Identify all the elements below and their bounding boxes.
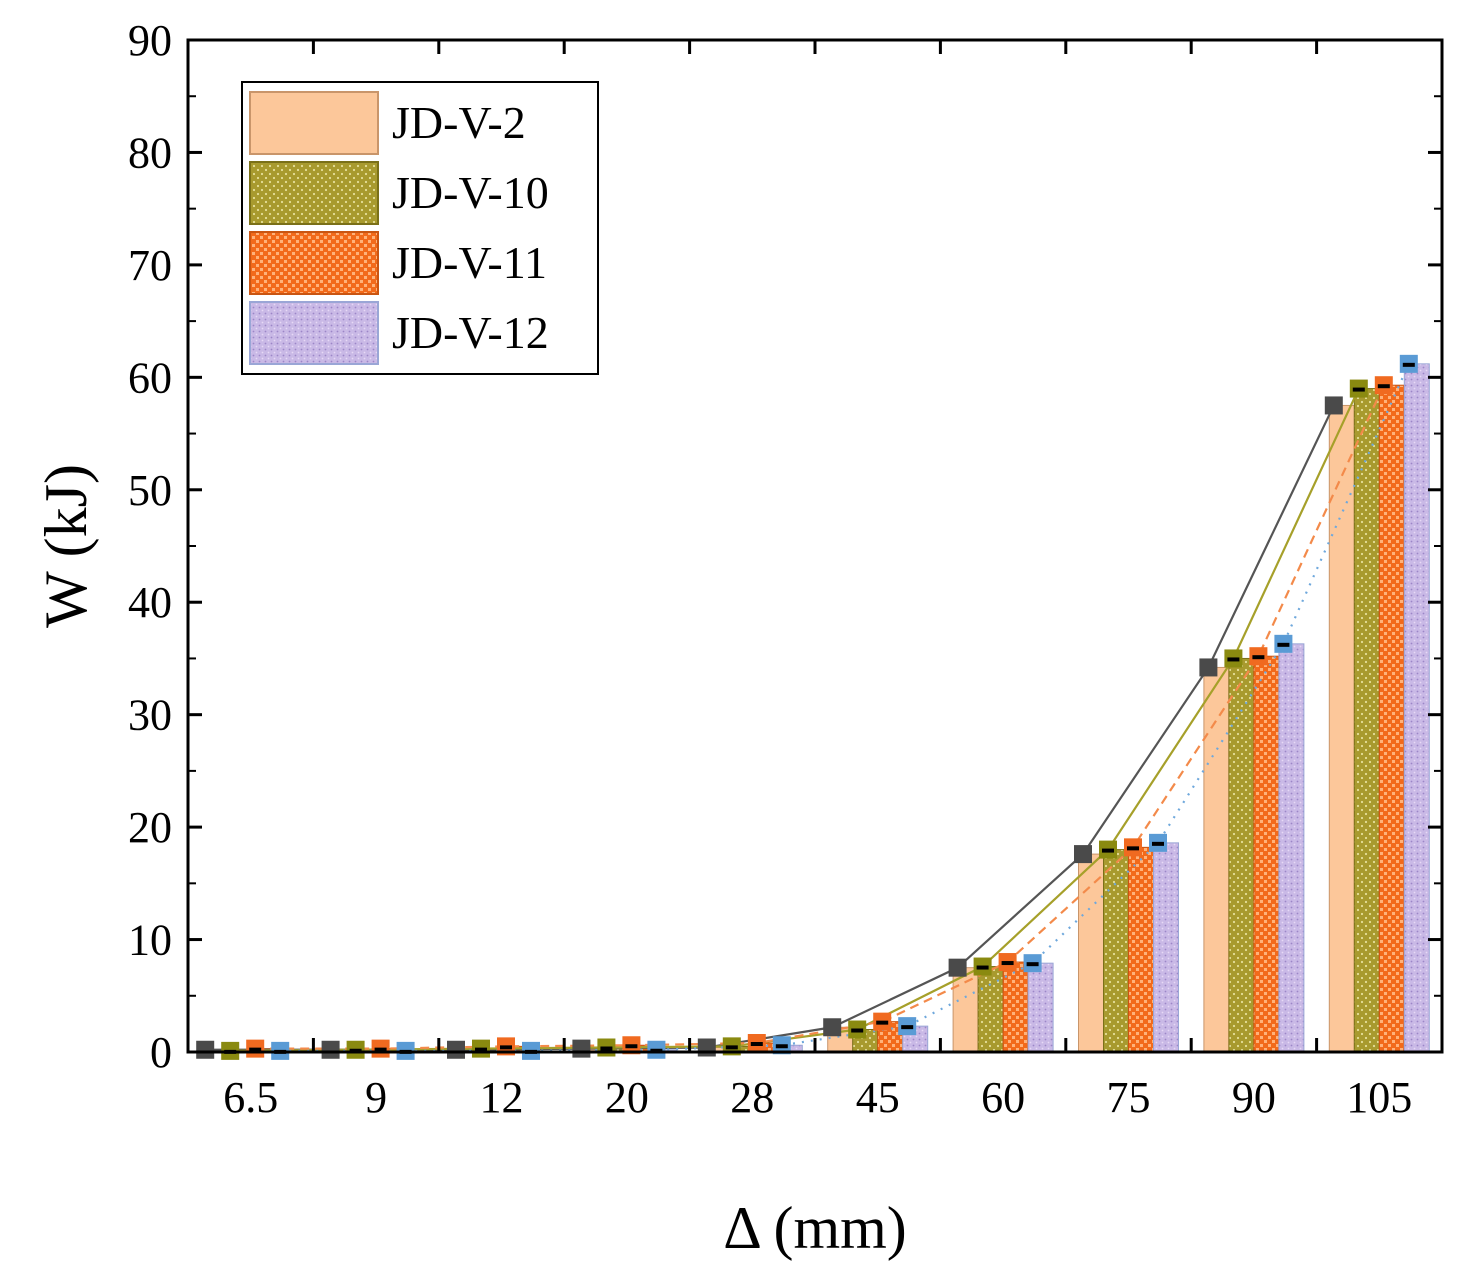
bar-jd-v-2-75 bbox=[1078, 853, 1104, 1053]
y-tick-label: 70 bbox=[128, 241, 172, 290]
bar-jd-v-10-105 bbox=[1353, 388, 1380, 1053]
error-cap-jd-v-12-60 bbox=[1026, 962, 1039, 967]
bar-jd-v-12-90 bbox=[1278, 643, 1305, 1053]
x-tick-label: 105 bbox=[1346, 1073, 1412, 1122]
bar-jd-v-11-60 bbox=[1002, 961, 1029, 1053]
error-cap-jd-v-11-60 bbox=[1001, 961, 1014, 966]
legend-label-jd-v-11: JD-V-11 bbox=[392, 237, 547, 288]
marker-jd-v-2-105 bbox=[1324, 396, 1343, 415]
legend-label-jd-v-12: JD-V-12 bbox=[392, 307, 549, 358]
error-cap-jd-v-10-20 bbox=[600, 1046, 613, 1051]
bar-jd-v-12-105 bbox=[1403, 363, 1430, 1053]
error-cap-jd-v-12-105 bbox=[1402, 362, 1415, 367]
error-cap-jd-v-12-75 bbox=[1152, 841, 1164, 846]
y-tick-label: 20 bbox=[128, 803, 172, 852]
bar-jd-v-11-90 bbox=[1253, 655, 1280, 1053]
error-cap-jd-v-10-12 bbox=[475, 1047, 487, 1052]
legend-label-jd-v-10: JD-V-10 bbox=[392, 167, 549, 218]
bar-jd-v-12-75 bbox=[1153, 842, 1179, 1053]
error-cap-jd-v-11-28 bbox=[750, 1042, 763, 1047]
marker-jd-v-2-20 bbox=[572, 1039, 591, 1058]
marker-jd-v-2-9 bbox=[321, 1040, 340, 1059]
error-cap-jd-v-11-6.5 bbox=[249, 1047, 262, 1052]
marker-jd-v-2-75 bbox=[1074, 845, 1092, 864]
x-tick-label: 6.5 bbox=[223, 1073, 278, 1122]
x-tick-label: 45 bbox=[856, 1073, 900, 1122]
x-tick-label: 90 bbox=[1232, 1073, 1276, 1122]
bar-jd-v-12-60 bbox=[1027, 962, 1054, 1053]
bar-jd-v-11-105 bbox=[1378, 384, 1405, 1053]
bar-jd-v-10-75 bbox=[1103, 849, 1129, 1053]
x-tick-label: 60 bbox=[981, 1073, 1025, 1122]
x-tick-label: 9 bbox=[365, 1073, 387, 1122]
marker-jd-v-2-60 bbox=[948, 958, 967, 977]
line-jd-v-11 bbox=[255, 384, 1385, 1050]
legend-swatch-jd-v-11 bbox=[249, 231, 379, 295]
error-cap-jd-v-11-45 bbox=[876, 1020, 889, 1025]
line-jd-v-10 bbox=[230, 388, 1360, 1052]
x-tick-label: 28 bbox=[730, 1073, 774, 1122]
legend-swatch-jd-v-2 bbox=[249, 91, 379, 155]
error-cap-jd-v-10-90 bbox=[1227, 657, 1240, 662]
bar-jd-v-2-105 bbox=[1328, 404, 1355, 1053]
marker-jd-v-2-45 bbox=[823, 1018, 842, 1037]
error-cap-jd-v-10-28 bbox=[725, 1045, 738, 1050]
error-cap-jd-v-12-90 bbox=[1277, 642, 1290, 647]
y-tick-label: 80 bbox=[128, 128, 172, 177]
marker-jd-v-2-90 bbox=[1199, 658, 1218, 677]
error-cap-jd-v-10-45 bbox=[851, 1028, 864, 1033]
marker-jd-v-2-6.5 bbox=[196, 1040, 215, 1059]
legend-label-jd-v-2: JD-V-2 bbox=[392, 97, 526, 148]
x-tick-label: 75 bbox=[1107, 1073, 1151, 1122]
x-tick-label: 12 bbox=[480, 1073, 524, 1122]
bar-jd-v-2-90 bbox=[1203, 666, 1230, 1053]
bar-jd-v-10-60 bbox=[977, 966, 1004, 1053]
error-cap-jd-v-11-20 bbox=[625, 1044, 638, 1049]
error-cap-jd-v-10-60 bbox=[976, 965, 989, 970]
y-tick-label: 0 bbox=[150, 1028, 172, 1077]
y-tick-label: 10 bbox=[128, 916, 172, 965]
error-cap-jd-v-11-75 bbox=[1127, 846, 1139, 851]
y-tick-label: 90 bbox=[128, 16, 172, 65]
y-tick-label: 40 bbox=[128, 578, 172, 627]
error-cap-jd-v-12-45 bbox=[901, 1025, 914, 1030]
y-tick-label: 60 bbox=[128, 353, 172, 402]
error-cap-jd-v-12-28 bbox=[775, 1044, 788, 1049]
x-tick-label: 20 bbox=[605, 1073, 649, 1122]
error-cap-jd-v-10-75 bbox=[1102, 848, 1114, 853]
x-axis-title: Δ (mm) bbox=[723, 1195, 907, 1261]
bar-jd-v-10-90 bbox=[1228, 657, 1255, 1053]
error-cap-jd-v-11-90 bbox=[1252, 655, 1265, 660]
error-cap-jd-v-10-105 bbox=[1352, 387, 1365, 392]
error-cap-jd-v-11-9 bbox=[374, 1047, 387, 1052]
y-tick-label: 50 bbox=[128, 466, 172, 515]
error-cap-jd-v-11-12 bbox=[500, 1045, 512, 1050]
marker-jd-v-2-28 bbox=[697, 1038, 716, 1057]
legend-swatch-jd-v-10 bbox=[249, 161, 379, 225]
y-tick-label: 30 bbox=[128, 691, 172, 740]
bar-jd-v-11-75 bbox=[1128, 846, 1154, 1053]
y-axis-title: W (kJ) bbox=[33, 464, 99, 628]
marker-jd-v-2-12 bbox=[447, 1040, 465, 1059]
error-cap-jd-v-11-105 bbox=[1377, 384, 1390, 389]
legend-swatch-jd-v-12 bbox=[249, 301, 379, 365]
